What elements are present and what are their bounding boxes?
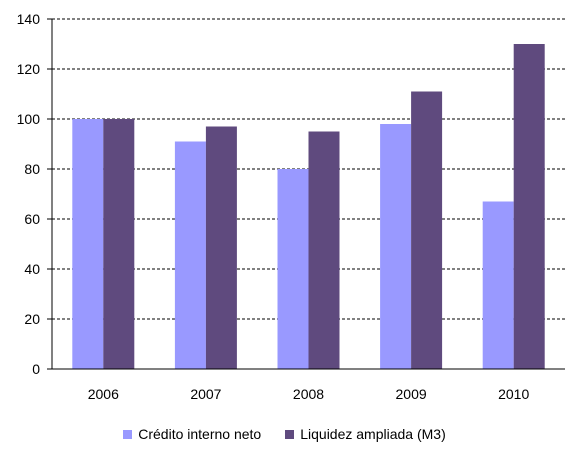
y-tick-label: 40 xyxy=(24,261,40,277)
y-tick-label: 80 xyxy=(24,161,40,177)
legend-label-credito: Crédito interno neto xyxy=(138,426,262,442)
y-tick-label: 140 xyxy=(17,11,41,27)
x-tick-label: 2010 xyxy=(498,386,529,402)
bar-liquidez xyxy=(103,119,135,369)
x-tick-label: 2007 xyxy=(190,386,221,402)
bar-liquidez xyxy=(205,126,237,369)
y-tick-label: 20 xyxy=(24,311,40,327)
y-tick-label: 0 xyxy=(32,361,40,377)
bar-credito xyxy=(174,141,206,369)
legend-label-liquidez: Liquidez ampliada (M3) xyxy=(300,426,446,442)
bar-liquidez xyxy=(513,44,545,369)
x-tick-label: 2009 xyxy=(396,386,427,402)
bar-liquidez xyxy=(411,91,443,369)
y-tick-label: 60 xyxy=(24,211,40,227)
x-tick-label: 2008 xyxy=(293,386,324,402)
legend: Crédito interno neto Liquidez ampliada (… xyxy=(0,426,569,442)
x-tick-label: 2006 xyxy=(88,386,119,402)
bar-credito xyxy=(482,201,514,369)
legend-swatch-credito xyxy=(123,429,133,439)
legend-item-credito: Crédito interno neto xyxy=(123,426,261,442)
bar-credito xyxy=(277,169,309,369)
legend-item-liquidez: Liquidez ampliada (M3) xyxy=(285,426,446,442)
bar-credito xyxy=(72,119,104,369)
bar-credito xyxy=(380,124,412,369)
bar-liquidez xyxy=(308,131,340,369)
y-tick-label: 120 xyxy=(17,61,41,77)
y-tick-label: 100 xyxy=(17,111,41,127)
legend-swatch-liquidez xyxy=(285,429,295,439)
